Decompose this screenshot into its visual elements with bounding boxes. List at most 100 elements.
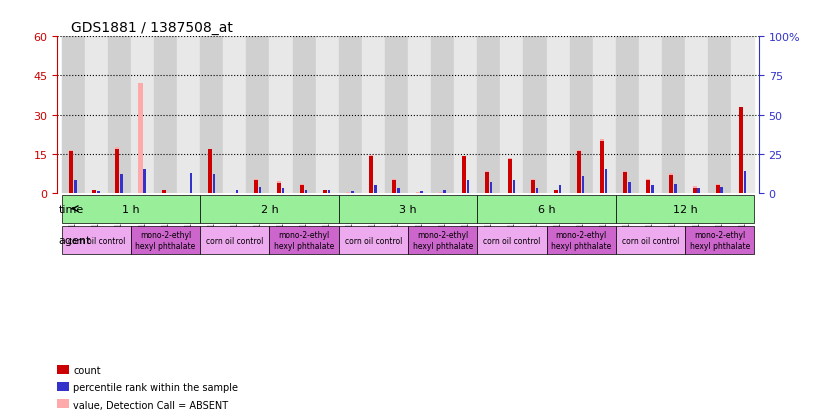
FancyBboxPatch shape [62, 195, 200, 223]
Bar [554, 191, 558, 194]
Text: 2 h: 2 h [260, 204, 278, 214]
FancyBboxPatch shape [408, 226, 477, 254]
Bar [512, 181, 515, 194]
Text: time: time [58, 204, 83, 214]
FancyBboxPatch shape [616, 226, 685, 254]
Bar [628, 183, 631, 194]
Bar [601, 140, 604, 194]
Bar [743, 172, 746, 194]
Bar [177, 37, 200, 194]
Bar [282, 189, 284, 194]
Bar [108, 37, 131, 194]
Text: corn oil control: corn oil control [68, 236, 125, 245]
Bar [698, 189, 700, 194]
Bar [115, 149, 119, 194]
Bar [623, 173, 628, 194]
Bar [115, 148, 119, 194]
Bar [328, 190, 330, 194]
Bar [74, 181, 77, 194]
Bar [236, 190, 238, 194]
Bar [570, 37, 592, 194]
Text: percentile rank within the sample: percentile rank within the sample [73, 382, 238, 392]
Bar [277, 183, 281, 194]
Bar [92, 191, 96, 194]
Bar [224, 37, 246, 194]
Text: 1 h: 1 h [122, 204, 140, 214]
Text: mono-2-ethyl
hexyl phthalate: mono-2-ethyl hexyl phthalate [274, 231, 335, 250]
Bar [62, 37, 85, 194]
Bar [200, 37, 224, 194]
Bar [646, 179, 650, 194]
Bar [92, 191, 96, 194]
Bar [605, 170, 607, 194]
Bar [300, 184, 304, 194]
Bar [282, 189, 284, 194]
Bar [408, 37, 431, 194]
Bar [651, 186, 654, 194]
Bar [392, 180, 397, 194]
Bar [685, 37, 708, 194]
Text: mono-2-ethyl
hexyl phthalate: mono-2-ethyl hexyl phthalate [135, 231, 196, 250]
Bar [738, 107, 743, 194]
Bar [346, 192, 350, 194]
Text: 6 h: 6 h [538, 204, 556, 214]
Bar [415, 192, 419, 194]
Bar [74, 181, 77, 194]
Bar [623, 171, 628, 194]
Text: corn oil control: corn oil control [206, 236, 264, 245]
Bar [139, 84, 143, 194]
FancyBboxPatch shape [339, 195, 477, 223]
Text: mono-2-ethyl
hexyl phthalate: mono-2-ethyl hexyl phthalate [690, 231, 750, 250]
Bar [592, 37, 616, 194]
Bar [639, 37, 662, 194]
Text: mono-2-ethyl
hexyl phthalate: mono-2-ethyl hexyl phthalate [413, 231, 472, 250]
Text: mono-2-ethyl
hexyl phthalate: mono-2-ethyl hexyl phthalate [551, 231, 611, 250]
Bar [500, 37, 523, 194]
Text: 3 h: 3 h [399, 204, 417, 214]
Bar [455, 37, 477, 194]
Bar [508, 158, 512, 194]
Bar [628, 183, 631, 194]
Bar [397, 189, 400, 194]
Bar [531, 180, 535, 194]
Text: count: count [73, 365, 101, 375]
Bar [254, 179, 258, 194]
Bar [375, 186, 377, 194]
FancyBboxPatch shape [685, 226, 754, 254]
Bar [316, 37, 339, 194]
Bar [536, 189, 539, 194]
Bar [490, 183, 492, 194]
Bar [254, 180, 258, 194]
Text: corn oil control: corn oil control [483, 236, 540, 245]
Bar [651, 186, 654, 194]
Bar [328, 190, 330, 194]
Bar [462, 157, 466, 194]
Bar [189, 173, 192, 194]
Bar [131, 37, 154, 194]
Bar [693, 188, 697, 194]
Bar [669, 175, 673, 194]
Text: value, Detection Call = ABSENT: value, Detection Call = ABSENT [73, 400, 228, 410]
Bar [512, 181, 515, 194]
Bar [438, 192, 442, 194]
Bar [259, 187, 261, 194]
Bar [674, 184, 676, 194]
Bar [547, 37, 570, 194]
Bar [508, 160, 512, 194]
Bar [531, 180, 535, 194]
Bar [490, 183, 492, 194]
Bar [577, 150, 581, 194]
FancyBboxPatch shape [477, 226, 547, 254]
FancyBboxPatch shape [616, 195, 754, 223]
Text: corn oil control: corn oil control [622, 236, 679, 245]
Bar [616, 37, 639, 194]
Bar [293, 37, 316, 194]
Bar [392, 180, 397, 194]
Bar [277, 182, 281, 194]
FancyBboxPatch shape [339, 226, 408, 254]
Bar [351, 192, 353, 194]
Bar [601, 141, 604, 194]
Text: 12 h: 12 h [672, 204, 698, 214]
Bar [120, 175, 122, 194]
Bar [154, 37, 177, 194]
